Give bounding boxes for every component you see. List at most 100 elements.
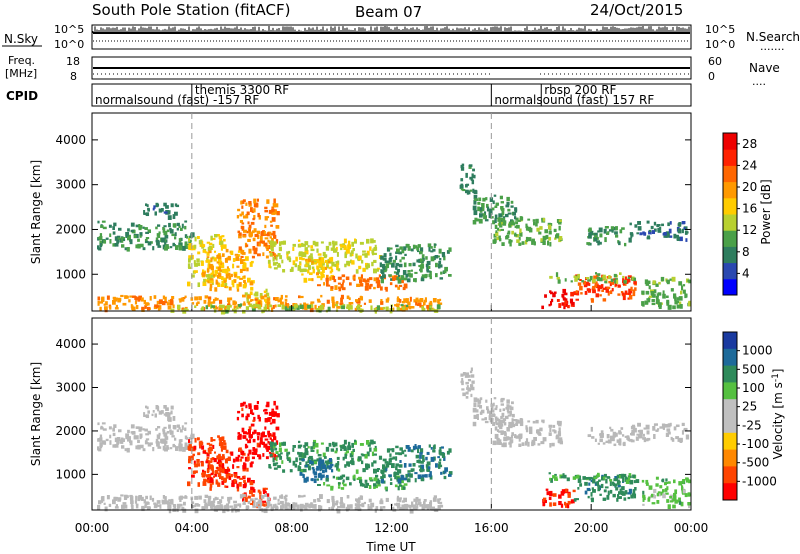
scatter-cell xyxy=(234,253,239,256)
scatter-cell xyxy=(517,421,521,424)
scatter-cell xyxy=(553,292,556,297)
scatter-cell xyxy=(437,456,440,459)
scatter-cell xyxy=(124,247,127,251)
scatter-cell xyxy=(610,435,614,441)
scatter-cell xyxy=(672,305,676,310)
scatter-cell xyxy=(407,272,411,277)
scatter-cell xyxy=(429,275,432,280)
scatter-cell xyxy=(264,438,269,441)
scatter-cell xyxy=(672,504,676,509)
scatter-cell xyxy=(642,437,646,440)
scatter-cell xyxy=(525,438,529,444)
scatter-cell xyxy=(304,442,309,447)
scatter-cell xyxy=(460,183,464,188)
scatter-cell xyxy=(217,282,221,287)
scatter-cell xyxy=(325,477,329,482)
scatter-cell xyxy=(323,482,326,486)
scatter-cell xyxy=(385,468,388,472)
scatter-cell xyxy=(355,469,359,474)
scatter-cell xyxy=(501,397,505,401)
scatter-cell xyxy=(284,298,288,302)
scatter-cell xyxy=(631,429,634,433)
scatter-cell xyxy=(326,474,329,479)
scatter-cell xyxy=(604,280,607,284)
scatter-cell xyxy=(320,459,325,465)
scatter-cell xyxy=(300,506,303,512)
scatter-cell xyxy=(277,304,282,307)
scatter-cell xyxy=(164,241,167,246)
scatter-cell xyxy=(351,460,355,466)
scatter-cell xyxy=(165,244,169,249)
scatter-cell xyxy=(239,494,244,499)
scatter-cell xyxy=(675,436,679,440)
scatter-cell xyxy=(500,430,504,433)
scatter-cell xyxy=(421,254,425,259)
scatter-cell xyxy=(508,224,512,228)
scatter-cell xyxy=(462,392,466,397)
scatter-cell xyxy=(311,260,314,264)
scatter-region xyxy=(641,276,692,310)
scatter-cell xyxy=(348,297,351,301)
scatter-cell xyxy=(269,236,272,239)
scatter-cell xyxy=(621,227,625,230)
scatter-cell xyxy=(261,509,264,513)
scatter-cell xyxy=(460,164,464,169)
scatter-cell xyxy=(652,294,656,298)
scatter-cell xyxy=(269,252,273,257)
scatter-cell xyxy=(639,434,643,439)
scatter-cell xyxy=(368,485,372,489)
scatter-cell xyxy=(666,486,669,491)
scatter-cell xyxy=(399,259,402,263)
scatter-cell xyxy=(214,287,218,292)
scatter-cell xyxy=(368,277,373,281)
scatter-cell xyxy=(241,413,244,418)
scatter-cell xyxy=(375,278,380,284)
scatter-cell xyxy=(265,487,268,490)
scatter-cell xyxy=(389,282,393,286)
scatter-cell xyxy=(144,305,147,309)
scatter-cell xyxy=(316,458,321,462)
scatter-cell xyxy=(683,227,686,230)
scatter-cell xyxy=(368,477,373,481)
scatter-cell xyxy=(302,268,307,272)
scatter-cell xyxy=(363,501,367,505)
scatter-cell xyxy=(230,473,233,478)
scatter-cell xyxy=(439,458,442,462)
scatter-cell xyxy=(267,433,272,437)
scatter-cell xyxy=(97,422,100,426)
scatter-cell xyxy=(438,263,441,269)
scatter-cell xyxy=(257,454,261,458)
scatter-cell xyxy=(342,445,347,448)
scatter-cell xyxy=(311,278,314,282)
scatter-cell xyxy=(237,250,242,253)
scatter-cell xyxy=(641,301,645,306)
scatter-cell xyxy=(471,179,475,185)
scatter-cell xyxy=(238,435,242,440)
scatter-cell xyxy=(415,301,418,306)
scatter-cell xyxy=(171,296,175,300)
scatter-cell xyxy=(505,437,509,441)
scatter-cell xyxy=(241,211,244,216)
scatter-cell xyxy=(209,283,213,288)
scatter-cell xyxy=(642,497,645,502)
freq-right-tick-bottom: 0 xyxy=(708,70,715,83)
scatter-cell xyxy=(496,236,500,241)
scatter-cell xyxy=(603,476,606,480)
scatter-cell xyxy=(468,190,471,195)
scatter-cell xyxy=(388,247,393,250)
scatter-cell xyxy=(249,234,252,238)
scatter-cell xyxy=(219,263,222,267)
scatter-cell xyxy=(119,238,122,243)
scatter-cell xyxy=(109,305,112,310)
scatter-cell xyxy=(609,281,612,287)
scatter-region xyxy=(201,448,255,492)
scatter-cell xyxy=(292,507,296,510)
scatter-cell xyxy=(356,304,361,310)
scatter-cell xyxy=(688,479,692,484)
scatter-cell xyxy=(217,482,221,487)
scatter-cell xyxy=(651,502,656,505)
scatter-cell xyxy=(206,274,210,278)
scatter-cell xyxy=(440,446,444,449)
scatter-region xyxy=(628,422,690,443)
scatter-cell xyxy=(263,491,267,494)
